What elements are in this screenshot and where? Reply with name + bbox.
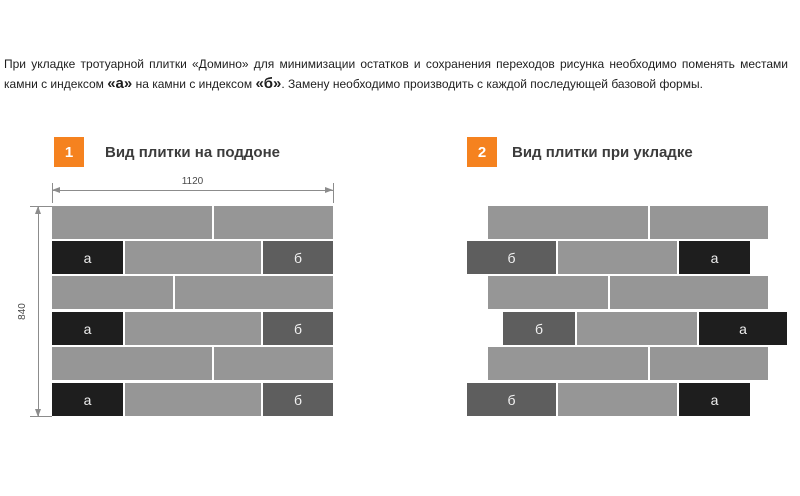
tile-plain bbox=[52, 276, 173, 309]
tile-plain bbox=[488, 276, 608, 309]
tile-plain bbox=[558, 241, 677, 274]
tile-a: а bbox=[52, 312, 123, 345]
tile-b: б bbox=[467, 241, 556, 274]
dim-height-extension-bottom bbox=[30, 416, 52, 417]
tile-plain bbox=[610, 276, 768, 309]
tile-index-label: б bbox=[293, 249, 303, 266]
tile-b: б bbox=[263, 241, 333, 274]
panel-1-title: Вид плитки на поддоне bbox=[105, 144, 280, 161]
intro-line-1: При укладке тротуарной плитки «Домино» д… bbox=[4, 54, 788, 74]
panel-1-number-badge: 1 bbox=[54, 137, 84, 167]
tile-index-label: а bbox=[710, 249, 719, 266]
tile-a: а bbox=[52, 383, 123, 416]
tile-plain bbox=[52, 347, 212, 380]
panel-2-title: Вид плитки при укладке bbox=[512, 144, 693, 161]
dim-height-label: 840 bbox=[16, 303, 28, 320]
intro-segment: камни с индексом bbox=[4, 77, 108, 91]
index-a-highlight: «а» bbox=[107, 75, 133, 92]
tile-plain bbox=[175, 276, 333, 309]
tile-b: б bbox=[467, 383, 556, 416]
tile-b: б bbox=[503, 312, 575, 345]
tile-plain bbox=[650, 206, 768, 239]
intro-paragraph: При укладке тротуарной плитки «Домино» д… bbox=[4, 54, 788, 94]
tile-index-label: а bbox=[83, 320, 92, 337]
tile-index-label: б bbox=[507, 249, 516, 266]
dim-height-label-wrap: 840 bbox=[14, 206, 30, 417]
tile-plain bbox=[125, 312, 261, 345]
tile-a: а bbox=[679, 383, 750, 416]
dim-width-extension-left bbox=[52, 183, 53, 203]
intro-segment: При укладке тротуарной плитки «Домино» д… bbox=[4, 57, 788, 71]
tile-index-label: а bbox=[710, 391, 719, 408]
tile-index-label: а bbox=[83, 391, 92, 408]
dim-width-arrow-left-icon bbox=[52, 187, 60, 193]
tile-plain bbox=[488, 206, 648, 239]
dim-width-extension-right bbox=[333, 183, 334, 203]
tile-plain bbox=[125, 241, 261, 274]
tile-index-label: б bbox=[293, 391, 303, 408]
tile-b: б bbox=[263, 383, 333, 416]
tile-plain bbox=[214, 347, 333, 380]
dim-height-extension-top bbox=[30, 206, 52, 207]
intro-line-2: камни с индексом «а» на камни с индексом… bbox=[4, 74, 788, 94]
dim-height-line bbox=[38, 206, 39, 417]
dim-width-line bbox=[52, 190, 333, 191]
dim-height-arrow-top-icon bbox=[35, 206, 41, 214]
tile-plain bbox=[214, 206, 333, 239]
tile-plain bbox=[488, 347, 648, 380]
tile-index-label: б bbox=[293, 320, 303, 337]
tile-plain bbox=[650, 347, 768, 380]
tile-a: а bbox=[699, 312, 787, 345]
tile-b: б bbox=[263, 312, 333, 345]
tile-index-label: б bbox=[507, 391, 516, 408]
tile-plain bbox=[125, 383, 261, 416]
tile-index-label: б bbox=[534, 320, 544, 337]
intro-segment: . Замену необходимо производить с каждой… bbox=[281, 77, 703, 91]
dim-height-arrow-bottom-icon bbox=[35, 409, 41, 417]
tile-plain bbox=[577, 312, 697, 345]
tile-index-label: а bbox=[739, 320, 747, 337]
tile-plain bbox=[52, 206, 212, 239]
tile-index-label: а bbox=[83, 249, 92, 266]
index-b-highlight: «б» bbox=[255, 75, 282, 92]
dim-width-label: 1120 bbox=[181, 176, 204, 187]
tile-plain bbox=[558, 383, 677, 416]
panel-2-number-badge: 2 bbox=[467, 137, 497, 167]
tile-a: а bbox=[52, 241, 123, 274]
tile-a: а bbox=[679, 241, 750, 274]
intro-segment: на камни с индексом bbox=[132, 77, 256, 91]
dim-width-arrow-right-icon bbox=[325, 187, 333, 193]
